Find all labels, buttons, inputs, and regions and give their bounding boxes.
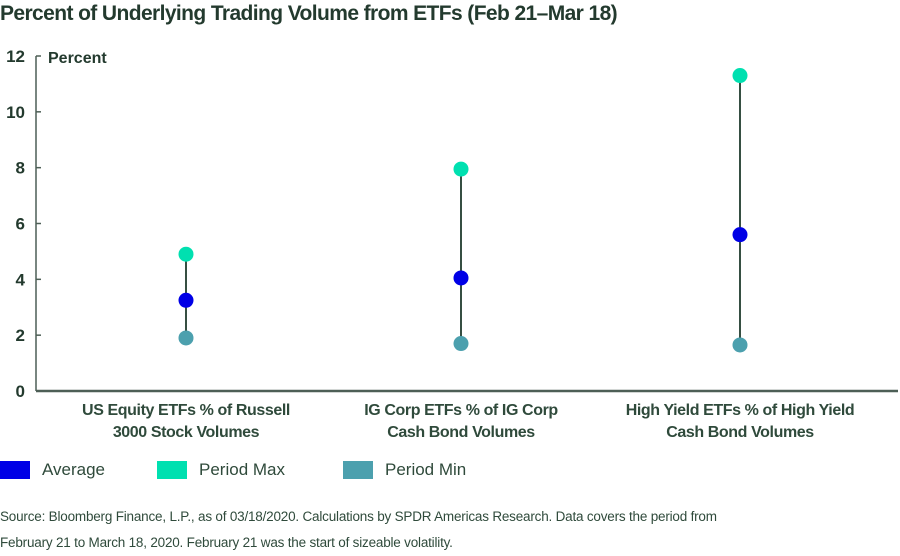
x-category-label: Cash Bond Volumes bbox=[387, 424, 535, 441]
x-category-label: IG Corp ETFs % of IG Corp bbox=[364, 402, 558, 419]
y-tick-label: 6 bbox=[16, 215, 25, 234]
point-period-min bbox=[453, 336, 469, 352]
legend-label-period-min: Period Min bbox=[385, 460, 467, 479]
y-axis-label: Percent bbox=[48, 50, 107, 67]
point-period-max bbox=[453, 161, 469, 177]
y-tick-label: 4 bbox=[16, 270, 26, 289]
y-tick-label: 12 bbox=[6, 47, 25, 66]
point-average bbox=[453, 270, 469, 286]
chart-title: Percent of Underlying Trading Volume fro… bbox=[0, 2, 618, 25]
y-tick-label: 0 bbox=[16, 382, 25, 401]
source-note: Source: Bloomberg Finance, L.P., as of 0… bbox=[0, 504, 900, 556]
point-average bbox=[178, 292, 194, 308]
legend-item-period-max: Period Max bbox=[157, 460, 285, 480]
legend-label-average: Average bbox=[42, 460, 106, 479]
legend-item-period-min: Period Min bbox=[343, 460, 466, 480]
legend-item-average: Average bbox=[0, 460, 105, 480]
x-category-label: Cash Bond Volumes bbox=[666, 424, 814, 441]
y-tick-label: 10 bbox=[6, 103, 25, 122]
legend-swatch-period-max bbox=[157, 461, 188, 479]
chart-plot: 0 2 4 6 8 10 12 Percent US Equity ETFs % of Russ… bbox=[6, 47, 898, 441]
source-line-2: February 21 to March 18, 2020. February … bbox=[0, 535, 453, 550]
x-category-label: 3000 Stock Volumes bbox=[113, 424, 260, 441]
legend: Average Period Max Period Min bbox=[0, 460, 524, 480]
legend-swatch-average bbox=[0, 461, 30, 479]
point-average bbox=[732, 227, 748, 243]
legend-label-period-max: Period Max bbox=[199, 460, 285, 479]
x-category-label: High Yield ETFs % of High Yield bbox=[626, 402, 855, 419]
point-period-min bbox=[178, 330, 194, 346]
legend-swatch-period-min bbox=[343, 461, 373, 479]
point-period-min bbox=[732, 337, 748, 353]
source-line-1: Source: Bloomberg Finance, L.P., as of 0… bbox=[0, 509, 717, 524]
point-period-max bbox=[732, 68, 748, 84]
point-period-max bbox=[178, 246, 194, 262]
y-tick-label: 2 bbox=[16, 326, 25, 345]
x-category-label: US Equity ETFs % of Russell bbox=[82, 402, 290, 419]
y-tick-label: 8 bbox=[16, 159, 25, 178]
